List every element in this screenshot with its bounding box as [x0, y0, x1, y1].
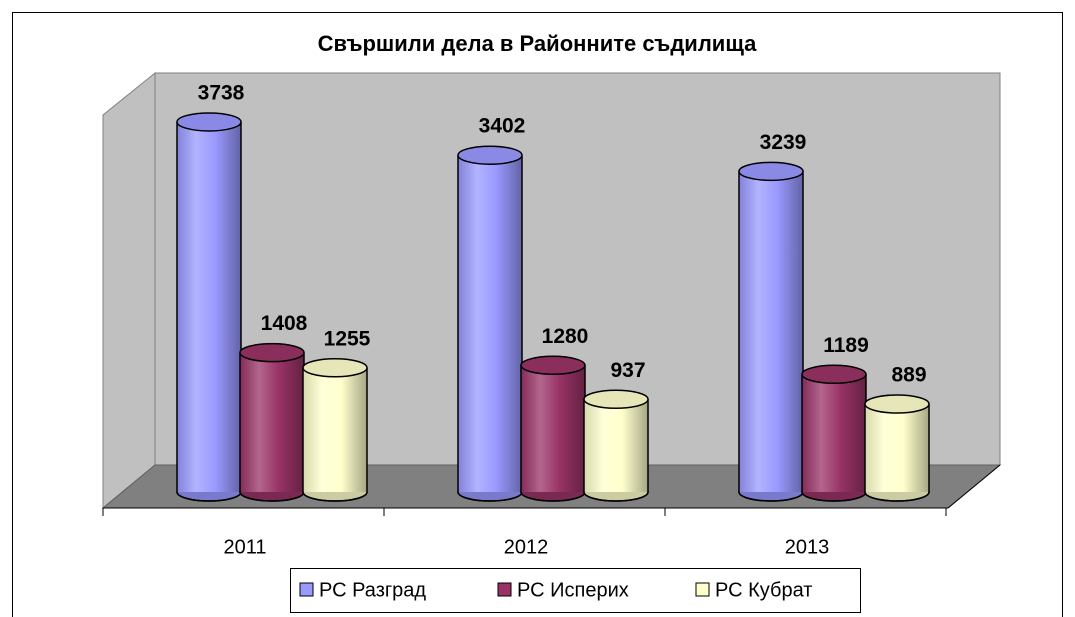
bar [739, 171, 803, 493]
legend-swatch [497, 582, 512, 597]
data-label: 1255 [324, 327, 371, 350]
bar-base-front [801, 491, 867, 502]
bar-top [176, 112, 242, 132]
bar-top [864, 394, 930, 414]
data-label: 3239 [760, 131, 807, 154]
x-tick-label: 2012 [504, 536, 549, 558]
data-label: 1280 [542, 325, 589, 348]
x-axis-depth [947, 464, 1001, 509]
data-label: 3738 [198, 81, 245, 104]
chart-title: Свършили дела в Районните съдилища [318, 31, 758, 56]
bar-top [457, 145, 523, 165]
legend-label: РС Кубрат [715, 579, 812, 601]
bar-top [239, 342, 305, 363]
bar [458, 155, 522, 492]
legend-label: РС Исперих [517, 579, 629, 601]
side-wall [102, 71, 156, 510]
bar [303, 367, 367, 492]
legend [290, 568, 861, 613]
x-tick-label: 2011 [223, 536, 266, 558]
bar-top [801, 364, 867, 385]
bar [521, 365, 585, 492]
legend-swatch [695, 582, 710, 597]
data-label: 1189 [823, 334, 869, 357]
bar-top [520, 355, 586, 376]
bar [240, 352, 304, 492]
bar-base-front [302, 491, 368, 502]
legend-label: РС Разград [319, 579, 426, 601]
bar-base-front [520, 491, 586, 502]
bar [177, 121, 241, 493]
bar-base-front [583, 491, 649, 502]
bar [584, 399, 648, 492]
bar-base-front [176, 491, 242, 502]
bar-top [302, 358, 368, 378]
data-label: 937 [610, 359, 645, 382]
bar [865, 403, 929, 492]
bar [802, 374, 866, 492]
bar-top [583, 389, 649, 409]
bar-base-front [239, 491, 305, 502]
bar-top [738, 161, 804, 182]
data-label: 1408 [261, 312, 308, 335]
data-label: 889 [891, 364, 926, 387]
legend-swatch [299, 582, 314, 597]
x-tick-label: 2013 [785, 536, 830, 558]
bar-base-front [864, 491, 930, 502]
bar-base-front [738, 491, 804, 502]
bar-base-front [457, 491, 523, 502]
data-label: 3402 [479, 115, 526, 138]
